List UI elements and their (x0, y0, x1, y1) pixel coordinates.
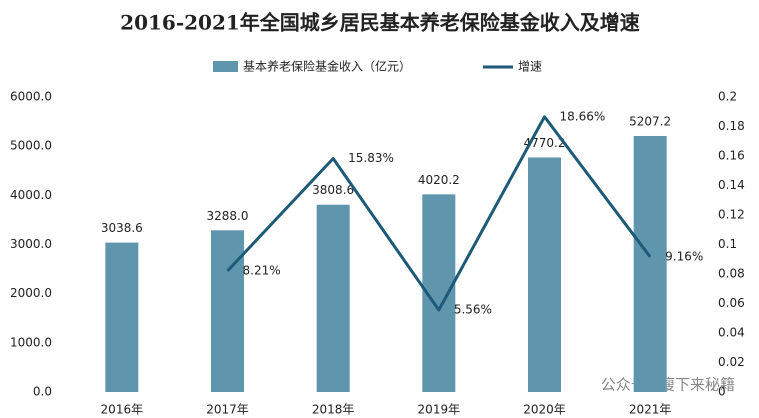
y-tick-label: 2000.0 (10, 286, 52, 300)
bar-value-label: 3038.6 (101, 221, 143, 235)
y2-tick-label: 0.02 (718, 355, 745, 369)
line-value-label: 18.66% (560, 109, 606, 123)
legend-label: 基本养老保险基金收入（亿元） (243, 59, 411, 74)
y2-tick-label: 0.14 (718, 178, 745, 192)
y2-tick-label: 0.04 (718, 326, 745, 340)
y-tick-label: 5000.0 (10, 139, 52, 153)
line-value-label: 8.21% (243, 263, 281, 277)
chart-title: 2016-2021年全国城乡居民基本养老保险基金收入及增速 (120, 11, 640, 35)
bar (211, 230, 244, 392)
legend-label: 增速 (518, 60, 542, 74)
bar-value-label: 5207.2 (629, 114, 671, 128)
y2-tick-label: 0.12 (718, 208, 745, 222)
legend-swatch (213, 61, 238, 72)
y2-tick-label: 0.18 (718, 119, 745, 133)
y2-tick-label: 0 (718, 385, 726, 399)
y-tick-label: 6000.0 (10, 90, 52, 104)
x-tick-label: 2016年 (101, 403, 144, 417)
y2-tick-label: 0.08 (718, 267, 745, 281)
line (226, 115, 652, 312)
line-value-label: 5.56% (454, 302, 492, 316)
y-tick-label: 4000.0 (10, 188, 52, 202)
x-tick-label: 2021年 (629, 403, 672, 417)
watermark: 公众号 · 瘦下来秘籍 (601, 376, 735, 394)
x-tick-label: 2018年 (312, 403, 355, 417)
x-tick-label: 2019年 (418, 403, 461, 417)
y-tick-label: 3000.0 (10, 237, 52, 251)
line-value-label: 9.16% (665, 249, 703, 263)
y2-tick-label: 0.2 (718, 90, 737, 104)
y2-tick-label: 0.06 (718, 296, 745, 310)
bar (633, 135, 667, 392)
bar (528, 157, 561, 392)
bar-value-label: 4770.2 (524, 136, 566, 150)
line-value-label: 15.83% (348, 151, 394, 165)
x-tick-label: 2017年 (206, 403, 249, 417)
y-tick-label: 1000.0 (10, 335, 52, 349)
x-tick-label: 2020年 (523, 403, 566, 417)
bar (105, 242, 139, 392)
bar-value-label: 3288.0 (207, 209, 249, 223)
bar-value-label: 3808.6 (312, 183, 354, 197)
y2-tick-label: 0.16 (718, 149, 745, 163)
y-tick-label: 0.0 (33, 385, 52, 399)
bar (316, 204, 350, 392)
y2-tick-label: 0.1 (718, 237, 737, 251)
bar-value-label: 4020.2 (418, 173, 460, 187)
